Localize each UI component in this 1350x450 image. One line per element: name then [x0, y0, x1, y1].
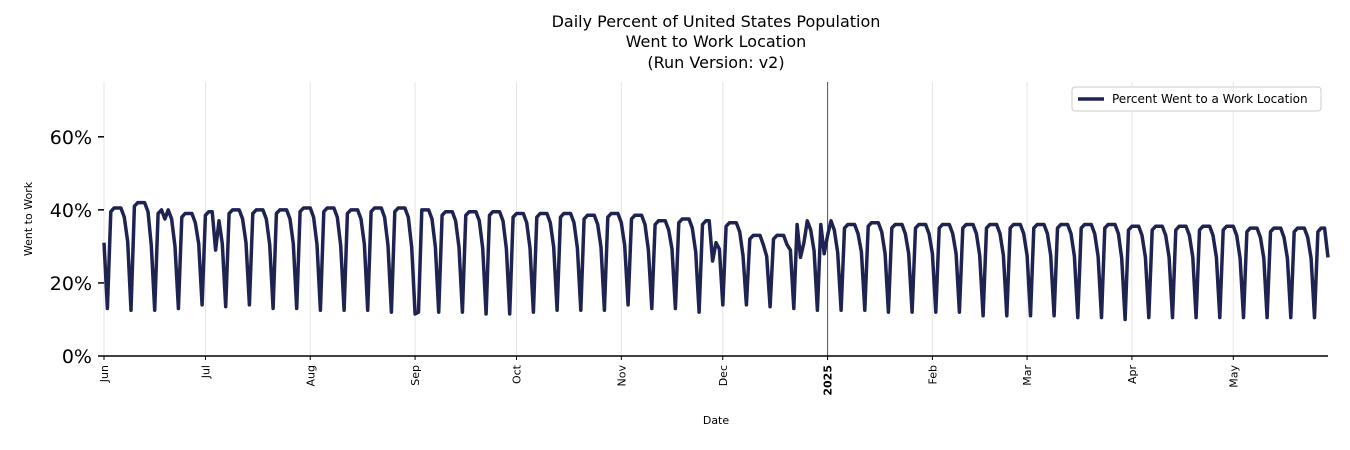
- x-tick-label-sep: Sep: [409, 365, 422, 386]
- x-axis: Jun Jul Aug Sep Oct Nov Dec 2025 Feb Mar Apr May: [98, 356, 1240, 396]
- x-tick-label-feb: Feb: [926, 365, 939, 384]
- x-tick-label-dec: Dec: [717, 365, 730, 386]
- x-tick-label-jul: Jul: [199, 365, 212, 379]
- legend-label: Percent Went to a Work Location: [1112, 92, 1308, 106]
- x-tick-label-nov: Nov: [615, 365, 628, 387]
- y-axis-label: Went to Work: [22, 181, 35, 256]
- title-line-3: (Run Version: v2): [647, 53, 784, 72]
- x-tick-label-may: May: [1227, 365, 1240, 388]
- x-tick-label-apr: Apr: [1126, 365, 1139, 385]
- x-tick-label-2025: 2025: [822, 365, 835, 396]
- x-tick-label-mar: Mar: [1021, 365, 1034, 386]
- vertical-gridlines: [103, 82, 1234, 356]
- y-tick-label-0: 0%: [62, 346, 92, 368]
- y-tick-label-40: 40%: [50, 200, 92, 222]
- x-tick-label-aug: Aug: [304, 365, 317, 386]
- y-tick-label-60: 60%: [50, 127, 92, 149]
- title-line-2: Went to Work Location: [626, 32, 807, 51]
- y-axis: 0% 20% 40% 60%: [50, 127, 104, 368]
- series-line-went-to-work: [102, 200, 1330, 322]
- chart-title: Daily Percent of United States Populatio…: [552, 12, 881, 72]
- legend-box: [1071, 86, 1322, 112]
- x-axis-label: Date: [703, 414, 730, 427]
- y-tick-label-20: 20%: [50, 273, 92, 295]
- legend: Percent Went to a Work Location: [1071, 86, 1322, 112]
- title-line-1: Daily Percent of United States Populatio…: [552, 12, 881, 31]
- x-tick-label-jun: Jun: [98, 365, 111, 383]
- x-tick-label-oct: Oct: [511, 364, 524, 384]
